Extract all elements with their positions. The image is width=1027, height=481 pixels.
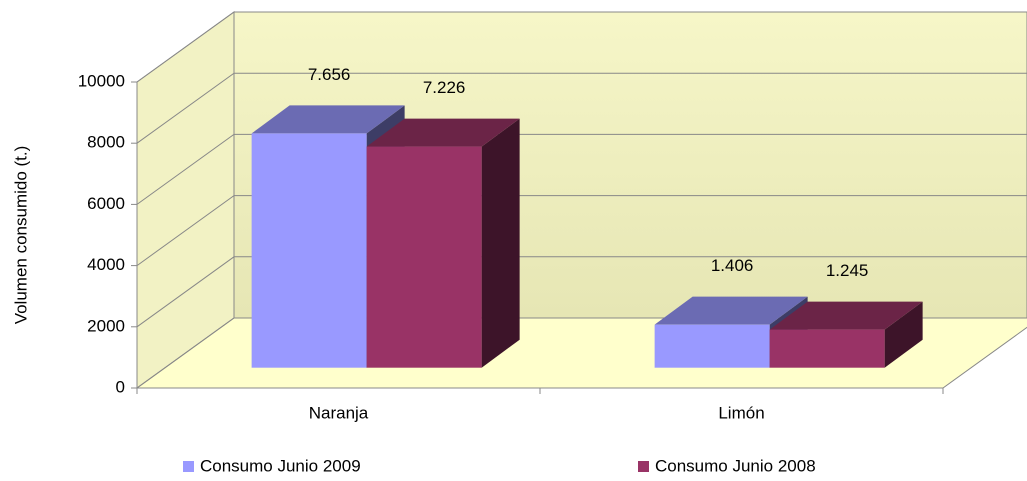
- bar: [769, 329, 885, 368]
- legend-swatch: [183, 461, 194, 472]
- bar-top: [251, 105, 405, 134]
- grid-line: [136, 256, 1027, 328]
- x-tick-label: Limón: [718, 403, 764, 422]
- legend-swatch: [638, 461, 649, 472]
- bar-top: [366, 118, 520, 147]
- y-tick-label: 4000: [87, 255, 125, 274]
- data-label: 7.226: [423, 78, 466, 97]
- data-label: 7.656: [308, 65, 351, 84]
- grid-line: [136, 133, 1027, 205]
- bar-side: [884, 301, 923, 368]
- y-axis-label: Volumen consumido (t.): [11, 146, 30, 325]
- bar: [366, 146, 482, 368]
- x-tick-label: Naranja: [309, 403, 369, 422]
- bar: [654, 324, 770, 368]
- y-tick-label: 8000: [87, 133, 125, 152]
- data-label: 1.406: [711, 256, 754, 275]
- grid-line: [136, 72, 1027, 144]
- data-label: 1.245: [826, 261, 869, 280]
- bar-top: [769, 301, 923, 330]
- y-tick-label: 6000: [87, 194, 125, 213]
- legend-label: Consumo Junio 2008: [655, 456, 816, 475]
- grid-line: [136, 195, 1027, 267]
- legend-label: Consumo Junio 2009: [200, 456, 361, 475]
- bar-side: [481, 118, 520, 368]
- y-tick-label: 10000: [78, 71, 125, 90]
- bar: [251, 133, 367, 368]
- bar-top: [654, 296, 808, 325]
- grid-line: [136, 11, 1027, 83]
- y-tick-label: 0: [116, 377, 125, 396]
- y-tick-label: 2000: [87, 316, 125, 335]
